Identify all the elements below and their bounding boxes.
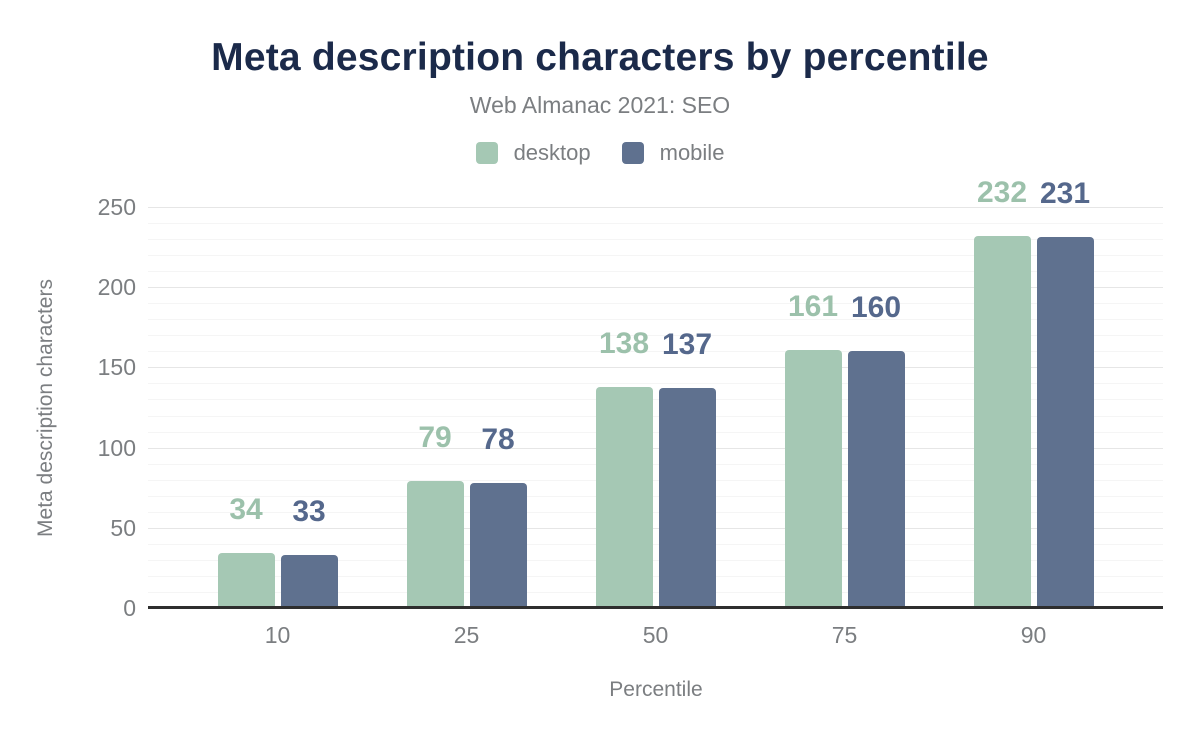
minor-gridline — [148, 415, 1163, 417]
minor-gridline — [148, 271, 1163, 273]
minor-gridline — [148, 303, 1163, 305]
major-gridline — [148, 447, 1163, 449]
minor-gridline — [148, 399, 1163, 401]
mobile-value-label: 231 — [1039, 177, 1091, 211]
x-tick-label: 75 — [831, 622, 858, 648]
mobile-value-label: 160 — [850, 291, 902, 325]
desktop-value-label: 232 — [976, 175, 1028, 209]
minor-gridline — [148, 543, 1163, 545]
mobile-value-label: 33 — [292, 495, 326, 529]
major-gridline — [148, 527, 1163, 529]
x-tick-label: 25 — [453, 622, 480, 648]
minor-gridline — [148, 463, 1163, 465]
major-gridline — [148, 207, 1163, 208]
desktop-bar — [406, 481, 464, 608]
minor-gridline — [148, 319, 1163, 321]
desktop-value-label: 34 — [229, 493, 263, 527]
x-axis-title: Percentile — [609, 678, 703, 701]
desktop-bar — [973, 235, 1031, 608]
legend-label-desktop: desktop — [513, 140, 591, 165]
legend-label-mobile: mobile — [659, 140, 725, 165]
desktop-bar — [217, 553, 275, 608]
minor-gridline — [148, 239, 1163, 241]
minor-gridline — [148, 479, 1163, 481]
major-gridline — [148, 287, 1163, 289]
desktop-value-label: 79 — [418, 421, 452, 455]
minor-gridline — [148, 511, 1163, 513]
minor-gridline — [148, 575, 1163, 577]
mobile-value-label: 78 — [481, 422, 515, 456]
desktop-bar — [595, 386, 653, 608]
chart-title: Meta description characters by percentil… — [211, 36, 989, 79]
major-gridline — [148, 367, 1163, 369]
mobile-bar — [847, 351, 905, 608]
x-tick-label: 10 — [264, 622, 291, 648]
mobile-value-label: 137 — [661, 328, 713, 362]
minor-gridline — [148, 495, 1163, 497]
desktop-swatch-icon — [475, 142, 498, 164]
minor-gridline — [148, 223, 1163, 225]
mobile-bar — [469, 482, 527, 608]
minor-gridline — [148, 335, 1163, 337]
desktop-value-label: 138 — [598, 326, 650, 360]
minor-gridline — [148, 559, 1163, 561]
mobile-swatch-icon — [621, 142, 644, 164]
minor-gridline — [148, 383, 1163, 385]
y-tick-label: 150 — [97, 354, 136, 381]
x-tick-label: 90 — [1020, 622, 1047, 648]
legend-item-mobile: mobile — [621, 140, 725, 166]
mobile-bar — [658, 388, 716, 608]
y-tick-label: 50 — [110, 514, 136, 541]
mobile-bar — [280, 555, 338, 608]
minor-gridline — [148, 591, 1163, 593]
x-axis-line — [148, 606, 1163, 609]
minor-gridline — [148, 255, 1163, 257]
legend: desktop mobile — [0, 140, 1200, 166]
mobile-bar — [1036, 237, 1094, 608]
y-tick-label: 100 — [97, 434, 136, 461]
minor-gridline — [148, 431, 1163, 433]
minor-gridline — [148, 351, 1163, 353]
y-tick-label: 250 — [97, 194, 136, 220]
legend-item-desktop: desktop — [475, 140, 591, 166]
desktop-value-label: 161 — [787, 289, 839, 323]
chart-subtitle: Web Almanac 2021: SEO — [469, 92, 731, 118]
desktop-bar — [784, 349, 842, 608]
y-tick-label: 200 — [97, 274, 136, 301]
x-tick-label: 50 — [642, 622, 669, 648]
y-tick-label: 0 — [123, 595, 136, 621]
